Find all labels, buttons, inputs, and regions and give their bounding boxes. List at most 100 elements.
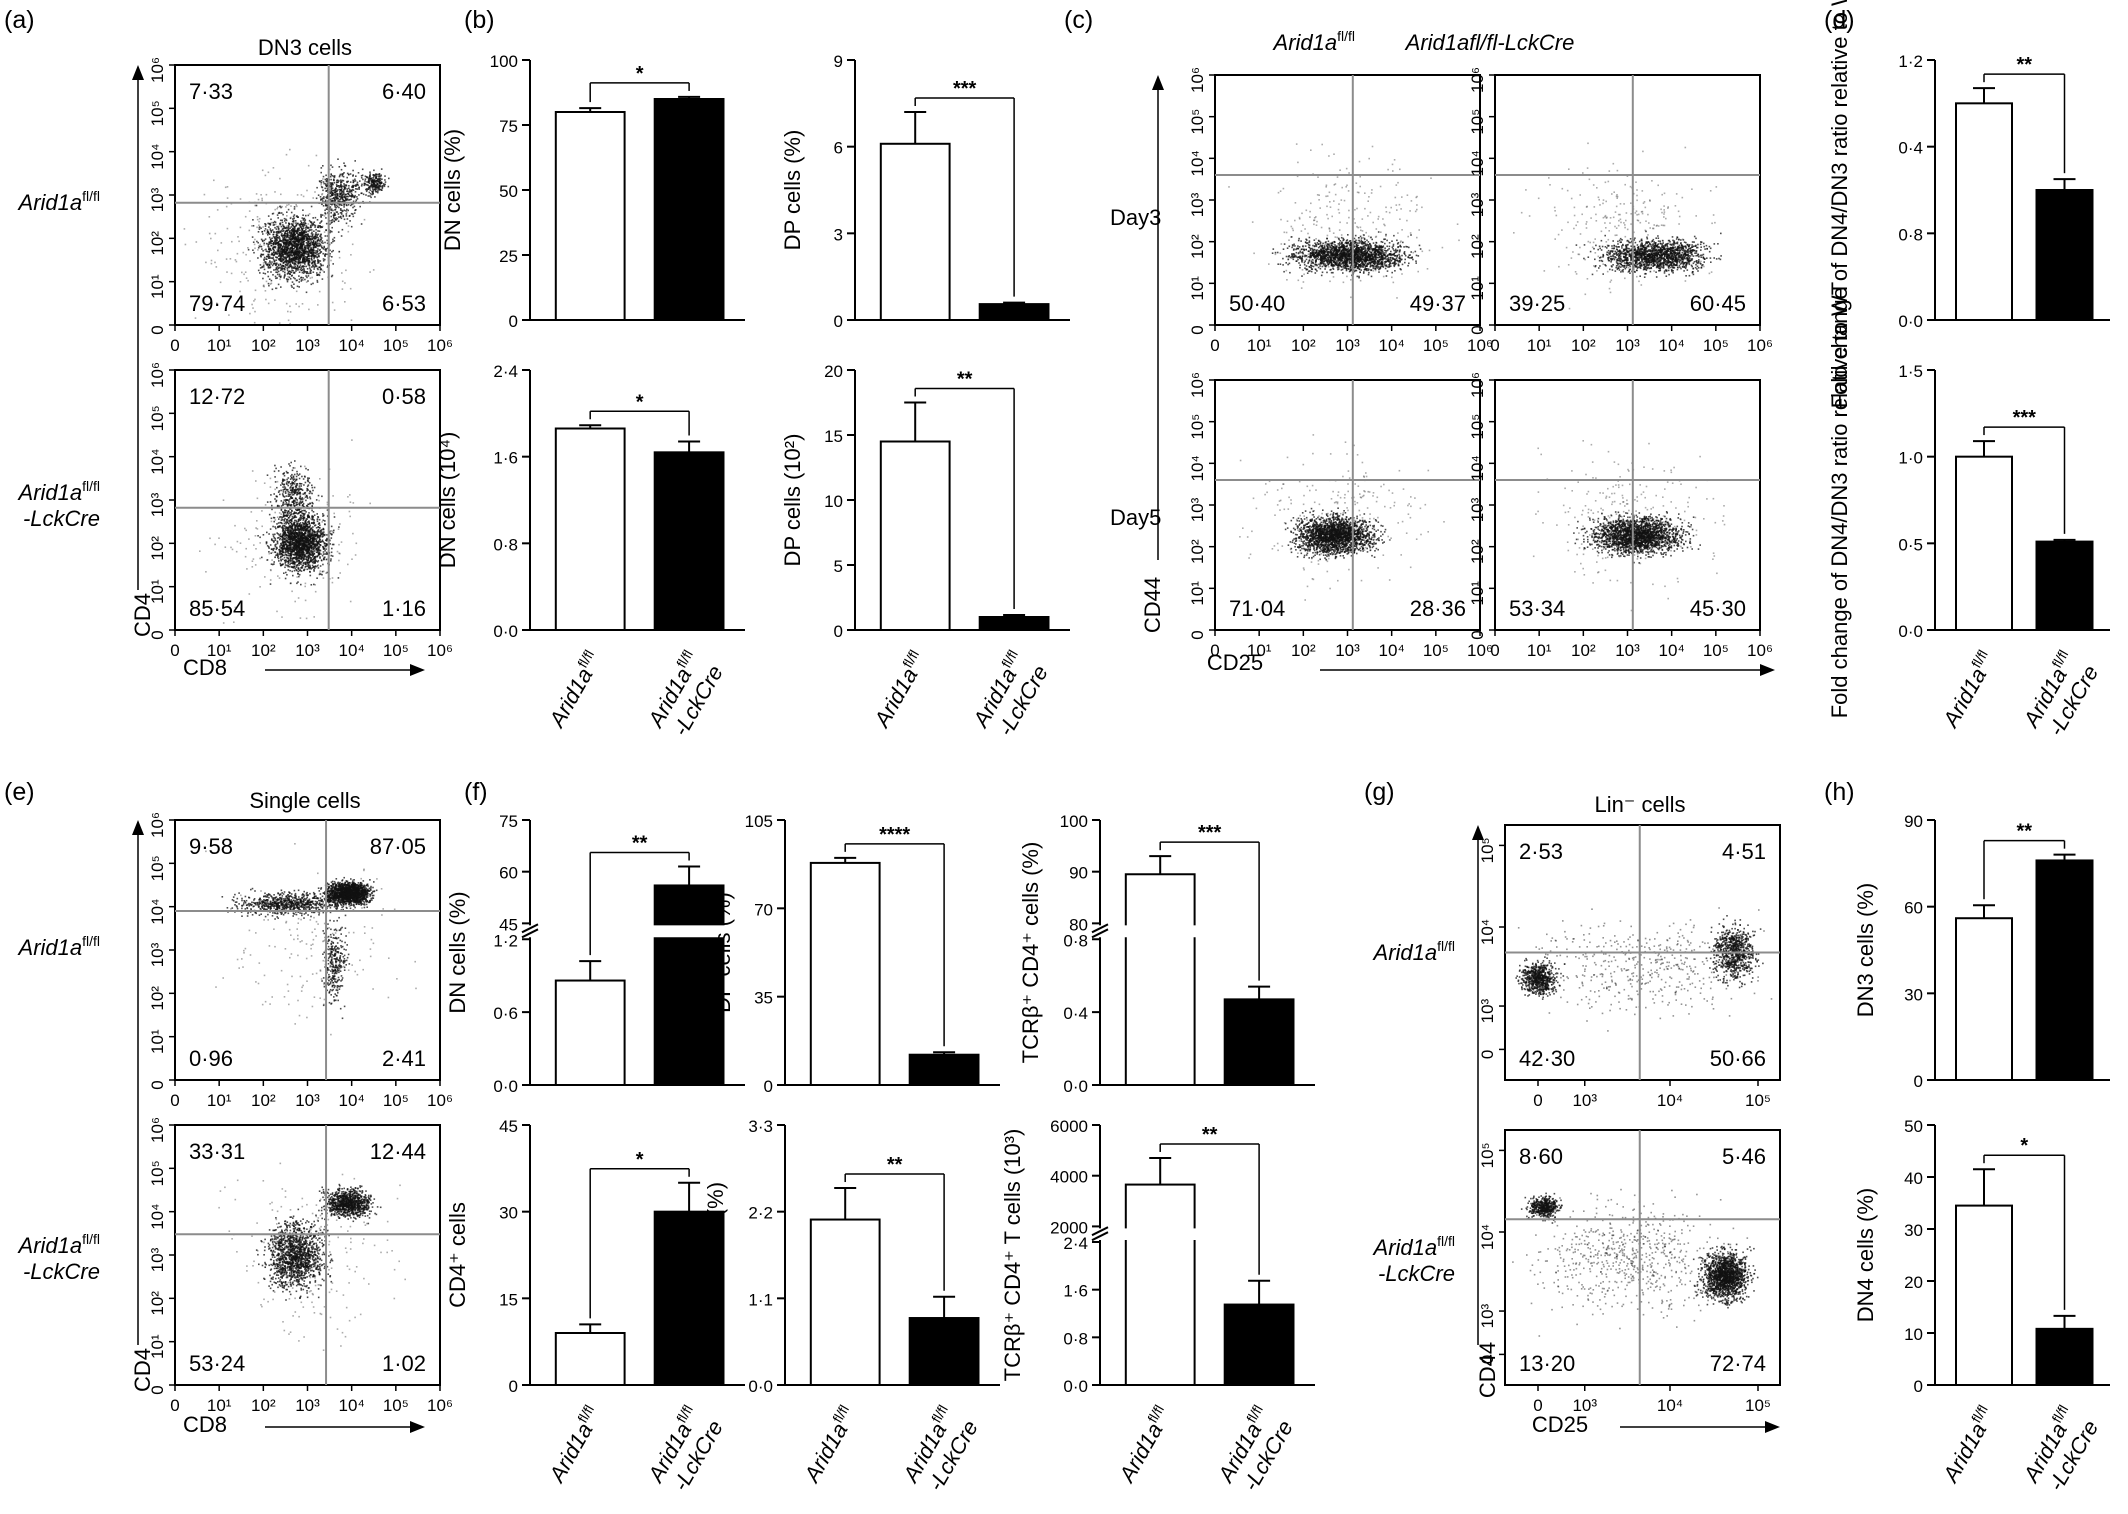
event-dot: [345, 213, 348, 215]
event-dot: [305, 252, 307, 254]
event-dot: [287, 266, 289, 268]
event-dot: [275, 252, 278, 255]
event-dot: [355, 209, 357, 211]
event-dot: [338, 526, 340, 528]
event-dot: [276, 271, 279, 274]
event-dot: [319, 226, 322, 228]
event-dot: [317, 253, 320, 255]
event-dot: [303, 223, 306, 226]
event-dot: [298, 512, 300, 515]
event-dot: [259, 267, 262, 269]
event-dot: [297, 570, 300, 573]
event-dot: [321, 540, 323, 543]
event-dot: [346, 176, 348, 179]
event-dot: [384, 181, 387, 183]
event-dot: [322, 260, 325, 262]
event-dot: [272, 248, 275, 251]
event-dot: [272, 254, 275, 257]
event-dot: [295, 231, 298, 233]
event-dot: [262, 272, 265, 274]
event-dot: [279, 550, 282, 553]
event-dot: [316, 281, 319, 283]
event-dot: [355, 185, 357, 187]
event-dot: [274, 299, 276, 301]
event-dot: [298, 533, 301, 536]
event-dot: [323, 558, 325, 561]
event-dot: [364, 180, 366, 182]
event-dot: [334, 197, 337, 199]
event-dot: [289, 552, 292, 555]
event-dot: [294, 567, 297, 570]
event-dot: [308, 261, 310, 264]
event-dot: [313, 244, 315, 246]
event-dot: [289, 534, 292, 536]
event-dot: [295, 223, 298, 226]
event-dot: [298, 493, 300, 495]
event-dot: [271, 563, 274, 566]
event-dot: [270, 282, 273, 285]
event-dot: [325, 174, 327, 177]
event-dot: [263, 268, 266, 271]
event-dot: [301, 236, 304, 239]
event-dot: [335, 183, 338, 186]
event-dot: [275, 495, 278, 498]
event-dot: [267, 262, 270, 264]
event-dot: [292, 549, 295, 551]
event-dot: [281, 255, 284, 258]
event-dot: [303, 234, 305, 236]
event-dot: [214, 232, 217, 235]
event-dot: [310, 226, 312, 229]
event-dot: [307, 247, 310, 249]
event-dot: [320, 216, 322, 218]
event-dot: [279, 546, 281, 548]
event-dot: [272, 212, 275, 215]
event-dot: [314, 252, 316, 254]
event-dot: [324, 258, 326, 261]
event-dot: [293, 248, 295, 250]
event-dot: [336, 205, 339, 208]
event-dot: [274, 539, 277, 541]
event-dot: [292, 220, 294, 223]
event-dot: [300, 194, 303, 196]
event-dot: [268, 233, 271, 235]
event-dot: [309, 272, 311, 274]
event-dot: [301, 560, 304, 562]
event-dot: [311, 262, 313, 265]
event-dot: [281, 249, 284, 251]
event-dot: [347, 204, 350, 206]
event-dot: [322, 264, 324, 267]
event-dot: [336, 179, 339, 181]
event-dot: [310, 540, 312, 543]
event-dot: [275, 548, 278, 551]
event-dot: [290, 484, 293, 487]
event-dot: [299, 239, 301, 241]
event-dot: [315, 239, 317, 242]
event-dot: [275, 467, 277, 470]
event-dot: [281, 259, 283, 261]
event-dot: [296, 194, 299, 196]
event-dot: [266, 531, 268, 534]
event-dot: [379, 183, 382, 185]
event-dot: [287, 208, 290, 211]
event-dot: [298, 503, 300, 505]
event-dot: [279, 556, 282, 559]
event-dot: [289, 270, 291, 272]
event-dot: [336, 189, 339, 191]
event-dot: [324, 241, 326, 244]
event-dot: [316, 234, 319, 237]
event-dot: [278, 267, 280, 269]
event-dot: [265, 193, 268, 196]
event-dot: [308, 566, 310, 569]
event-dot: [272, 222, 275, 224]
event-dot: [299, 510, 301, 513]
event-dot: [281, 254, 283, 257]
event-dot: [299, 229, 301, 231]
event-dot: [311, 528, 314, 531]
event-dot: [287, 247, 290, 249]
event-dot: [280, 519, 283, 522]
event-dot: [298, 241, 300, 244]
event-dot: [275, 231, 277, 233]
event-dot: [311, 259, 313, 261]
event-dot: [295, 243, 298, 246]
event-dot: [279, 535, 282, 537]
